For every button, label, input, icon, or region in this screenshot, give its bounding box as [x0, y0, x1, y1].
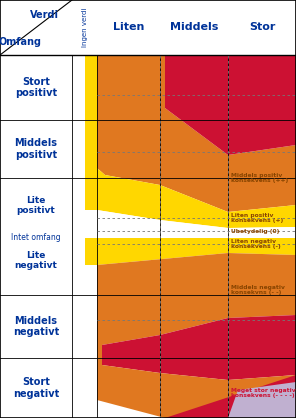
Text: Intet omfang: Intet omfang	[11, 234, 61, 242]
Text: Lite
positivt: Lite positivt	[17, 196, 55, 215]
Text: Middels: Middels	[170, 23, 218, 33]
Text: Ubetydelig (0): Ubetydelig (0)	[231, 229, 279, 234]
Polygon shape	[97, 55, 296, 212]
Text: Middels
positivt: Middels positivt	[15, 138, 57, 160]
Text: Meget stor positiv
konsekvens (++++): Meget stor positiv konsekvens (++++)	[231, 60, 296, 70]
Text: Middels
negativt: Middels negativt	[13, 316, 59, 337]
Text: Liten positiv
konsekvens (+): Liten positiv konsekvens (+)	[231, 213, 283, 223]
Polygon shape	[228, 382, 296, 418]
Text: Omfang: Omfang	[0, 37, 42, 47]
Text: Stor positiv
konsekvens  (+++): Stor positiv konsekvens (+++)	[231, 125, 295, 135]
Polygon shape	[97, 210, 296, 238]
Text: Verdi: Verdi	[30, 10, 59, 20]
Polygon shape	[102, 315, 296, 380]
Text: Stort
negativt: Stort negativt	[13, 377, 59, 399]
Polygon shape	[85, 238, 97, 265]
Text: Meget stor negativ
konsekvens (- - - -): Meget stor negativ konsekvens (- - - -)	[231, 387, 296, 398]
Polygon shape	[165, 55, 296, 155]
Polygon shape	[97, 238, 296, 265]
Text: Stor negativ
konsekvens (- - -): Stor negativ konsekvens (- - -)	[231, 334, 290, 345]
Text: Middels negativ
konsekvns (- -): Middels negativ konsekvns (- -)	[231, 285, 285, 296]
Text: Stor: Stor	[249, 23, 275, 33]
Text: Liten negativ
konsekvens (-): Liten negativ konsekvens (-)	[231, 239, 281, 250]
Text: Lite
negativt: Lite negativt	[15, 251, 57, 270]
Polygon shape	[97, 253, 296, 345]
Text: Stort
positivt: Stort positivt	[15, 76, 57, 98]
Polygon shape	[85, 55, 97, 210]
Text: Liten: Liten	[113, 23, 144, 33]
Polygon shape	[165, 375, 296, 418]
Polygon shape	[97, 345, 296, 418]
Polygon shape	[97, 55, 296, 228]
Polygon shape	[228, 55, 296, 130]
Text: Ingen verdi: Ingen verdi	[81, 8, 88, 47]
Text: Middels positiv
konsekvens (++): Middels positiv konsekvens (++)	[231, 173, 288, 184]
